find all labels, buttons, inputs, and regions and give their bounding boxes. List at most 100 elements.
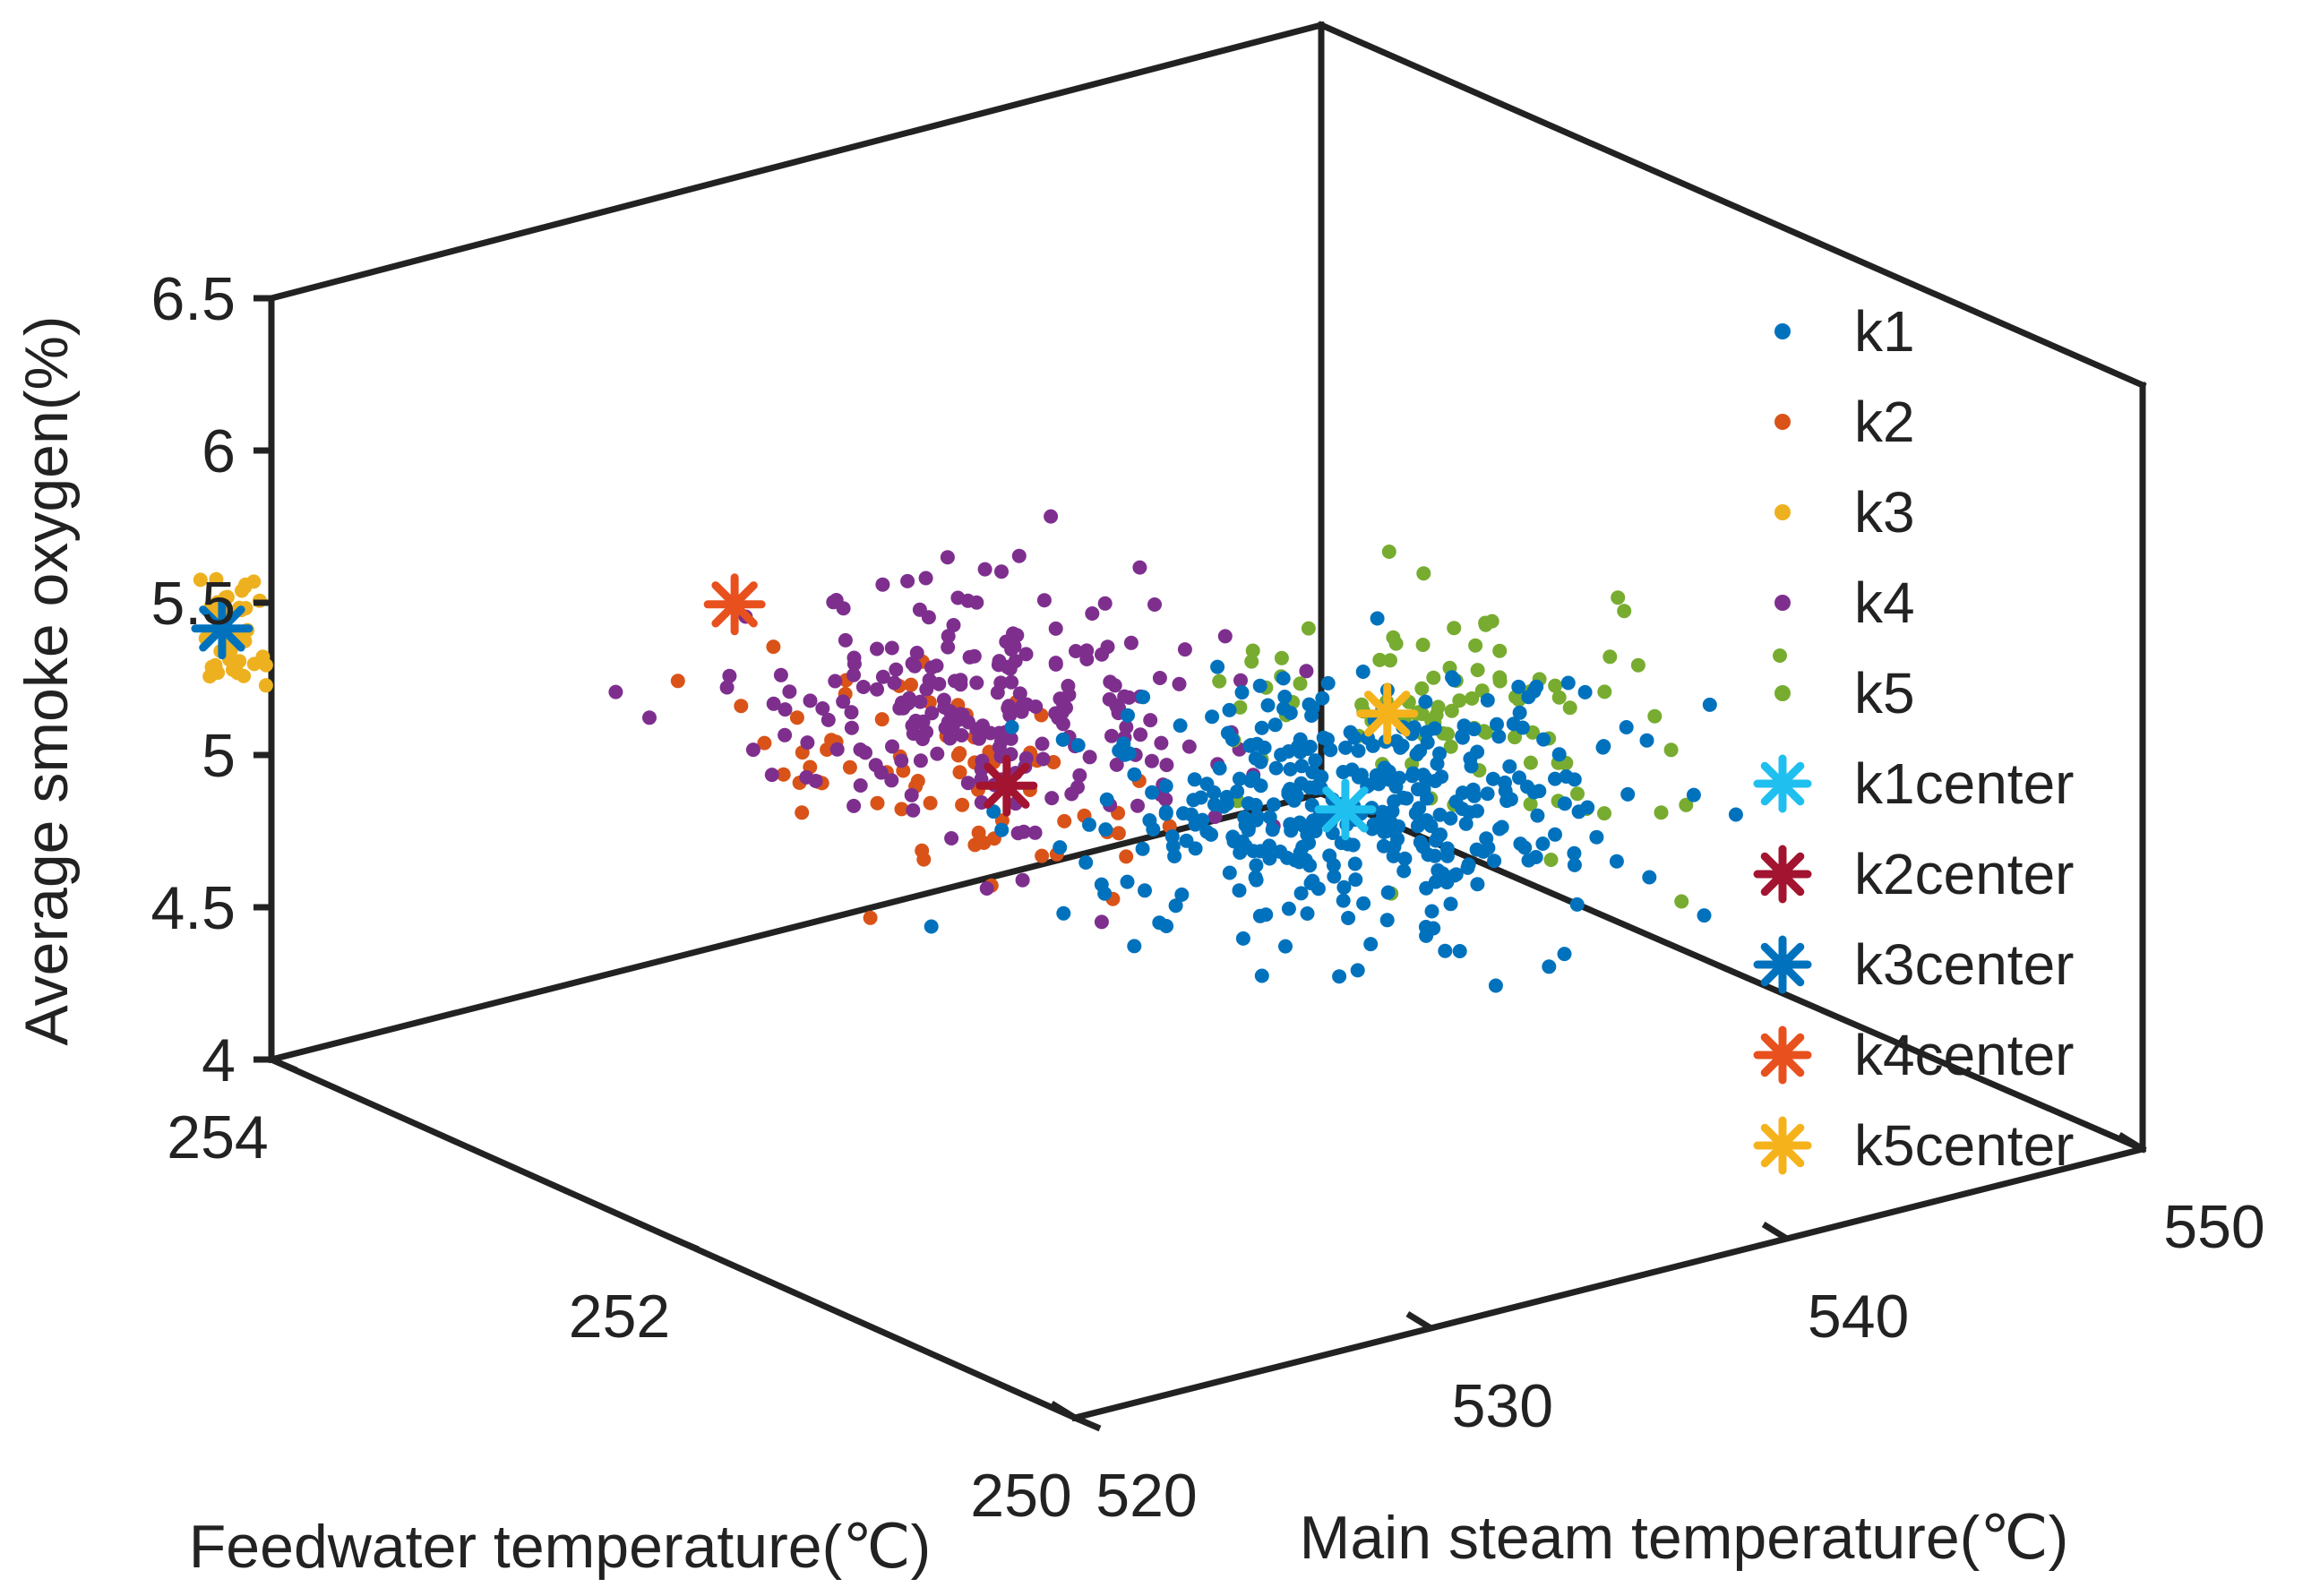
k5-point — [1492, 674, 1508, 689]
k4-point — [836, 694, 851, 709]
k1-point — [1193, 790, 1208, 805]
k1-point — [1502, 759, 1517, 774]
k4-point — [992, 740, 1007, 755]
k1-point — [1338, 740, 1353, 755]
y-axis-label: Feedwater temperature(℃) — [189, 1513, 931, 1581]
k1-point — [994, 822, 1010, 837]
k1-point — [1302, 739, 1318, 754]
z-tick-label: 5 — [202, 722, 236, 790]
k1-point — [1078, 855, 1094, 870]
k4-point — [1048, 621, 1063, 636]
k5-point — [1372, 652, 1388, 667]
k4-point — [1217, 629, 1233, 644]
k4-point — [1082, 750, 1097, 765]
k1-point — [1431, 862, 1446, 878]
k5-point — [1443, 739, 1458, 754]
k2-point — [757, 735, 772, 751]
k4-point — [921, 610, 936, 625]
k4-point — [870, 641, 884, 656]
k1-point — [1365, 738, 1380, 753]
k2center-marker — [975, 754, 1038, 817]
k5-point — [1654, 805, 1669, 820]
k4-point — [900, 573, 915, 588]
k3-point — [230, 665, 245, 681]
k4-point — [1014, 704, 1029, 719]
k1-point — [1488, 978, 1503, 993]
k1-point — [1127, 939, 1142, 954]
k1-point — [1512, 705, 1527, 720]
k3-point — [211, 665, 226, 681]
k4-point — [1072, 768, 1087, 783]
k1center-marker — [1314, 778, 1377, 841]
k4-point — [1121, 690, 1137, 705]
k4-point — [1233, 673, 1248, 688]
x-tick-label: 550 — [2163, 1193, 2264, 1261]
k4-point — [815, 701, 830, 716]
k2-point — [874, 712, 889, 727]
k1-point — [1513, 837, 1528, 852]
k1-point — [1702, 697, 1717, 712]
legend-k4center-label: k4center — [1854, 1023, 2074, 1087]
k4-point — [1035, 736, 1050, 751]
k2-point — [1035, 848, 1050, 863]
k2-point — [789, 710, 804, 725]
k1-point — [1070, 738, 1086, 753]
k1-point — [1210, 659, 1225, 674]
k4-point — [1036, 593, 1052, 608]
k1-point — [1379, 823, 1395, 838]
k1-point — [1458, 816, 1474, 831]
k5-point — [1523, 755, 1538, 770]
k2-point — [952, 765, 967, 780]
k1-point — [1609, 854, 1624, 869]
legend-k4-marker — [1774, 595, 1791, 611]
k1-point — [1619, 720, 1634, 734]
k5-point — [1414, 681, 1430, 696]
z-tick-label: 5.5 — [150, 570, 236, 638]
k1-point — [1336, 893, 1351, 908]
k1-point — [1167, 849, 1182, 863]
k1-point — [1243, 738, 1259, 752]
k4-point — [969, 595, 984, 610]
x-tick — [2118, 1132, 2144, 1152]
k4-point — [991, 657, 1006, 673]
k5-point — [1452, 693, 1467, 708]
k4-point — [1158, 792, 1173, 807]
k1-point — [1353, 768, 1369, 783]
x-axis-line — [1070, 1145, 2147, 1422]
k2-point — [795, 805, 810, 820]
k5-point — [1274, 650, 1289, 665]
k1-point — [1053, 840, 1068, 855]
k1-point — [1536, 732, 1551, 747]
k1-point — [1276, 671, 1291, 686]
k4-point — [904, 787, 919, 802]
legend-k2center-marker — [1753, 845, 1812, 904]
legend-k3center-marker — [1753, 935, 1812, 994]
k5-point — [1548, 678, 1563, 693]
k1-point — [1300, 906, 1315, 921]
z-tick-label: 6 — [202, 417, 236, 485]
k4-point — [855, 680, 871, 694]
k4-point — [930, 746, 945, 761]
k1-point — [1379, 913, 1395, 928]
k1-point — [1341, 911, 1356, 925]
k5-point — [1674, 894, 1689, 909]
k1-point — [1418, 770, 1433, 785]
z-tick-label: 4 — [202, 1026, 236, 1094]
k1-point — [1548, 827, 1562, 842]
k1-point — [1284, 823, 1299, 838]
k1-point — [1212, 760, 1227, 776]
k1-point — [1418, 694, 1433, 709]
k4-point — [778, 702, 793, 717]
k1-point — [1345, 837, 1361, 853]
k1-point — [1639, 733, 1654, 748]
k4-point — [936, 692, 951, 708]
k3center-marker — [191, 597, 253, 660]
y-tick-label: 250 — [970, 1462, 1071, 1530]
k4-point — [846, 656, 862, 672]
k1-point — [1234, 685, 1250, 700]
k4-point — [1044, 791, 1060, 806]
k4-point — [826, 595, 841, 610]
k1-point — [1480, 692, 1495, 708]
k5-point — [1597, 684, 1612, 699]
